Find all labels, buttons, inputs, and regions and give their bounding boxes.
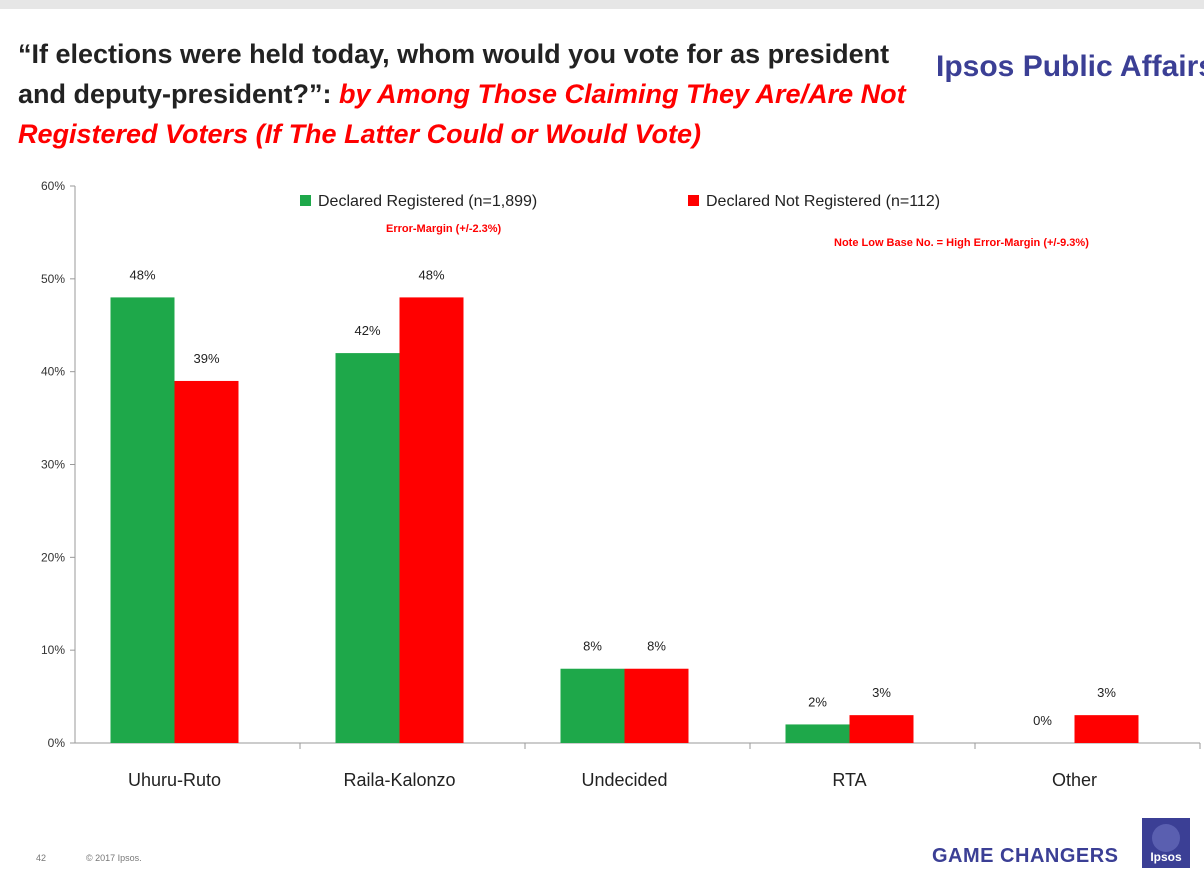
data-label: 8% xyxy=(583,639,602,654)
bar xyxy=(785,724,850,743)
category-label: Raila-Kalonzo xyxy=(343,770,455,790)
data-label: 48% xyxy=(418,267,444,282)
y-tick-label: 60% xyxy=(41,179,65,193)
y-tick-label: 20% xyxy=(41,550,65,564)
top-rule xyxy=(0,0,1204,9)
data-label: 42% xyxy=(354,323,380,338)
category-label: Uhuru-Ruto xyxy=(128,770,221,790)
bar xyxy=(335,353,400,743)
y-tick-label: 50% xyxy=(41,272,65,286)
legend-label: Declared Registered (n=1,899) xyxy=(318,193,537,210)
legend-swatch xyxy=(688,195,699,206)
bar xyxy=(110,297,175,743)
data-label: 3% xyxy=(872,685,891,700)
logo-text: Ipsos xyxy=(1150,850,1182,864)
data-label: 3% xyxy=(1097,685,1116,700)
low-base-note: Note Low Base No. = High Error-Margin (+… xyxy=(834,237,1089,249)
brand-name: Ipsos Public Affairs xyxy=(936,50,1204,83)
title-main: “If elections were held today, whom woul… xyxy=(18,39,890,109)
y-tick-label: 10% xyxy=(41,643,65,657)
logo-mark-icon xyxy=(1152,824,1180,852)
bar-chart: 0% 10% 20% 30% 40% 50% 60% 48% 39% Uhuru-Ruto 42% 4… xyxy=(41,179,1201,790)
bar xyxy=(174,380,239,743)
legend-label: Declared Not Registered (n=112) xyxy=(706,193,940,210)
bar xyxy=(399,297,464,743)
data-label: 8% xyxy=(647,639,666,654)
y-tick-label: 40% xyxy=(41,365,65,379)
copyright: © 2017 Ipsos. xyxy=(86,853,142,863)
y-tick-label: 30% xyxy=(41,458,65,472)
bar xyxy=(560,668,625,743)
y-tick-label: 0% xyxy=(48,736,66,750)
page-number: 42 xyxy=(36,853,47,863)
bar xyxy=(849,715,914,743)
chart-title: “If elections were held today, whom woul… xyxy=(18,34,918,154)
error-margin-note: Error-Margin (+/-2.3%) xyxy=(386,223,502,235)
tagline: GAME CHANGERS xyxy=(932,845,1119,867)
data-label: 0% xyxy=(1033,713,1052,728)
bar xyxy=(1074,715,1139,743)
data-label: 39% xyxy=(193,351,219,366)
data-label: 48% xyxy=(129,267,155,282)
category-label: RTA xyxy=(832,770,866,790)
bar xyxy=(624,668,689,743)
title-subtitle: by Among Those Claiming They Are/Are Not… xyxy=(18,79,906,149)
category-label: Other xyxy=(1052,770,1097,790)
ipsos-logo: Ipsos xyxy=(1142,818,1190,868)
category-label: Undecided xyxy=(581,770,667,790)
data-label: 2% xyxy=(808,694,827,709)
legend-swatch xyxy=(300,195,311,206)
